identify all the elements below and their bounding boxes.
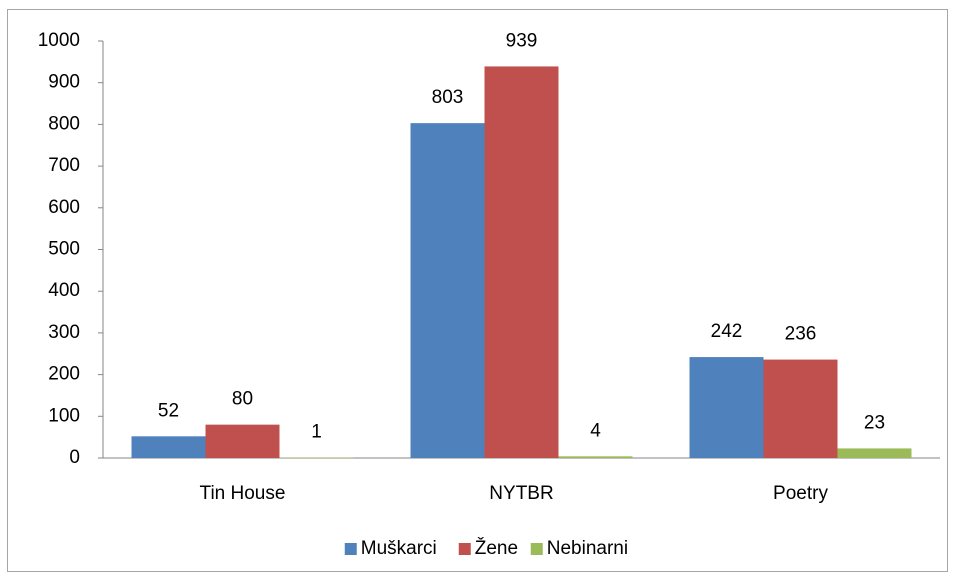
y-tick-label: 1000 xyxy=(38,30,80,51)
bar xyxy=(131,436,206,458)
bar xyxy=(558,456,633,458)
bar xyxy=(837,448,912,458)
y-tick-label: 500 xyxy=(48,239,80,260)
legend-label: Nebinarni xyxy=(547,538,628,559)
y-tick-label: 800 xyxy=(48,113,80,134)
value-label: 236 xyxy=(785,324,817,345)
value-label: 52 xyxy=(158,400,179,421)
y-tick-label: 900 xyxy=(48,72,80,93)
value-label: 4 xyxy=(590,420,601,441)
value-label: 939 xyxy=(506,30,538,51)
legend-label: Muškarci xyxy=(361,538,437,559)
y-tick-label: 200 xyxy=(48,364,80,385)
value-label: 23 xyxy=(864,412,885,433)
value-label: 1 xyxy=(311,422,322,443)
y-tick-label: 600 xyxy=(48,197,80,218)
bar xyxy=(484,66,559,458)
bar xyxy=(410,123,485,459)
x-tick-label: Tin House xyxy=(200,483,286,504)
bar xyxy=(205,424,280,458)
y-tick-label: 700 xyxy=(48,155,80,176)
legend-swatch xyxy=(530,543,543,555)
legend-swatch xyxy=(344,543,357,555)
y-tick-label: 300 xyxy=(48,322,80,343)
x-tick-label: NYTBR xyxy=(489,483,553,504)
bar xyxy=(763,359,838,458)
value-label: 803 xyxy=(432,87,464,108)
legend-label: Žene xyxy=(475,537,518,559)
value-label: 242 xyxy=(711,321,743,342)
y-tick-label: 400 xyxy=(48,280,80,301)
bar xyxy=(689,357,764,458)
y-tick-label: 0 xyxy=(69,447,80,468)
x-tick-label: Poetry xyxy=(773,483,828,504)
legend-swatch xyxy=(458,543,471,555)
y-tick-label: 100 xyxy=(48,405,80,426)
bar xyxy=(279,457,354,459)
value-label: 80 xyxy=(232,389,253,410)
